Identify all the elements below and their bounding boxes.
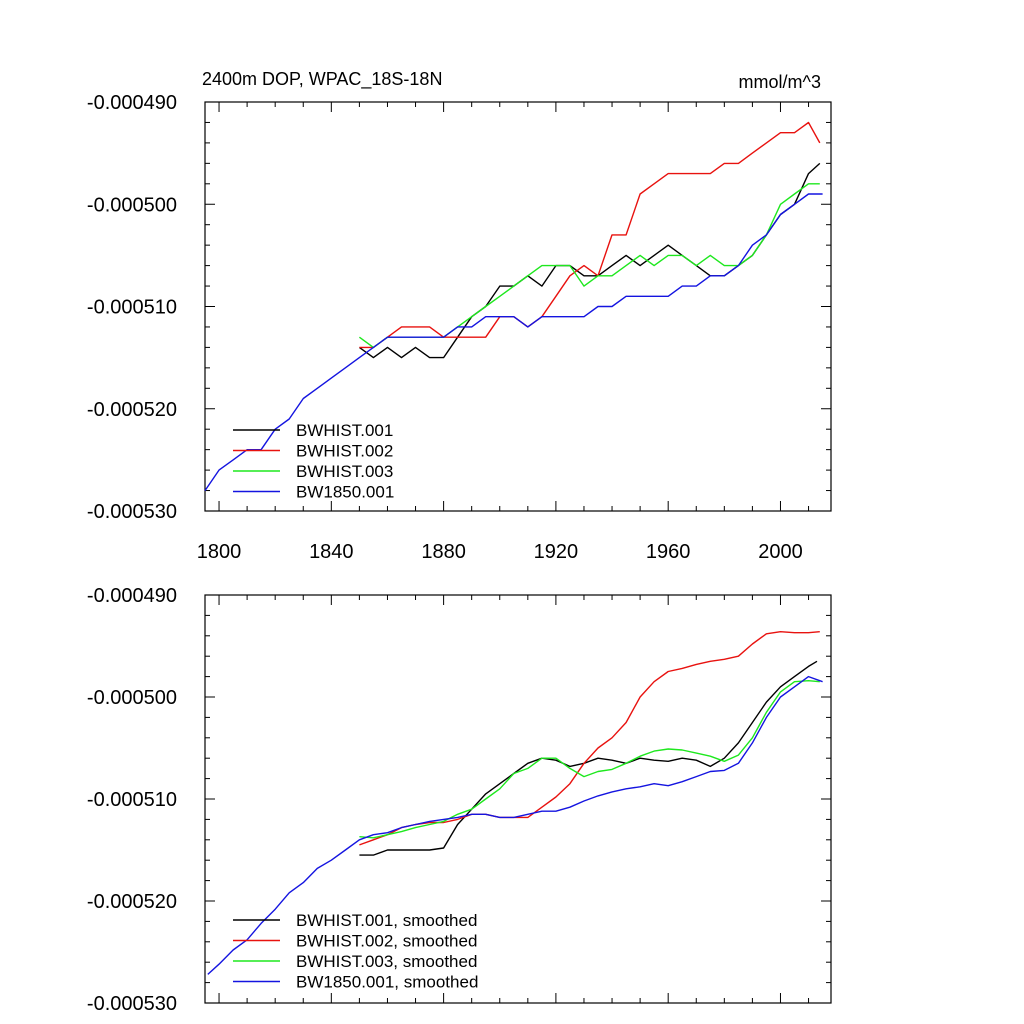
chart-panel-1: -0.000490 -0.000500 -0.000510 -0.000520 -0.0… <box>87 69 832 563</box>
y-tick-label: -0.000510 <box>87 789 177 811</box>
legend-label: BWHIST.003 <box>296 462 393 481</box>
legend-label: BWHIST.001, smoothed <box>296 911 477 930</box>
legend-label: BWHIST.002 <box>296 442 393 461</box>
y-tick-label: -0.000530 <box>87 501 177 523</box>
y-tick-label: -0.000500 <box>87 194 177 216</box>
legend-label: BWHIST.002, smoothed <box>296 932 477 951</box>
legend-label: BWHIST.003, smoothed <box>296 952 477 971</box>
legend-label: BW1850.001 <box>296 483 394 502</box>
chart-units: mmol/m^3 <box>739 72 821 92</box>
series-line-bwhist-003 <box>358 183 820 349</box>
y-tick-label: -0.000500 <box>87 687 177 709</box>
y-tick-label: -0.000520 <box>87 399 177 421</box>
legend-label: BWHIST.001 <box>296 421 393 440</box>
series-line-bwhist-002 <box>359 631 820 846</box>
series-line-bwhist-003 <box>359 680 820 839</box>
x-tick-label: 1960 <box>646 541 691 563</box>
y-tick-label: -0.000510 <box>87 297 177 319</box>
legend-label: BW1850.001, smoothed <box>296 973 478 992</box>
x-tick-label: 2000 <box>758 541 803 563</box>
x-tick-label: 1880 <box>421 541 466 563</box>
series-line-bwhist-001 <box>359 660 818 856</box>
y-tick-label: -0.000490 <box>87 585 177 607</box>
y-tick-label: -0.000520 <box>87 891 177 913</box>
series-line-bwhist-001 <box>358 162 821 359</box>
x-tick-label: 1840 <box>309 541 354 563</box>
y-tick-label: -0.000490 <box>87 92 177 114</box>
chart-panel-2: -0.000490 -0.000500 -0.000510 -0.000520 -0.0… <box>87 585 832 1015</box>
series-line-bw1850-001 <box>207 675 823 975</box>
series-line-bwhist-002 <box>359 121 821 349</box>
x-tick-label: 1800 <box>197 541 242 563</box>
x-tick-label: 1920 <box>534 541 579 563</box>
series-line-bw1850-001 <box>204 193 823 491</box>
y-tick-label: -0.000530 <box>87 993 177 1015</box>
chart-title: 2400m DOP, WPAC_18S-18N <box>202 69 442 90</box>
